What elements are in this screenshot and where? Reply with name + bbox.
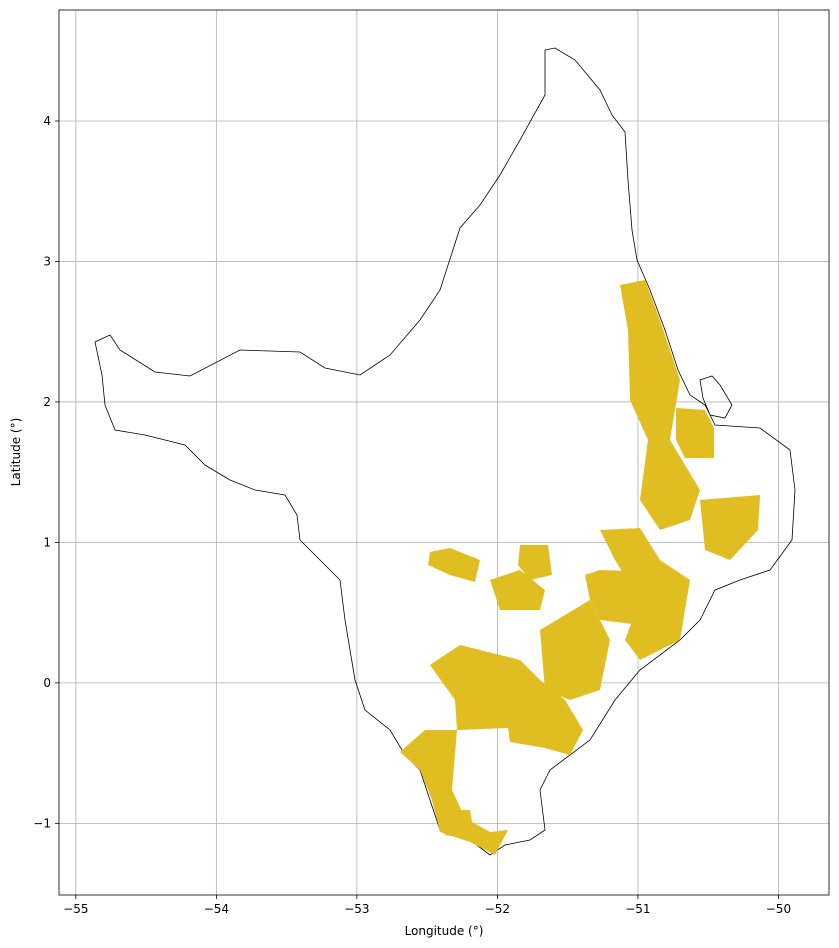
y-tick-label: 0 <box>43 676 51 690</box>
protected-areas <box>400 280 760 855</box>
protected-area <box>540 600 610 700</box>
x-tick-label: −51 <box>625 902 650 916</box>
x-tick-label: −53 <box>344 902 369 916</box>
protected-area <box>440 810 475 840</box>
y-tick-label: 1 <box>43 535 51 549</box>
y-axis-label: Latitude (°) <box>9 418 23 487</box>
protected-area <box>428 548 480 582</box>
protected-area <box>518 545 552 580</box>
protected-area <box>400 730 508 855</box>
y-tick-label: −1 <box>33 816 51 830</box>
x-tick-label: −52 <box>485 902 510 916</box>
protected-area <box>676 408 714 458</box>
protected-area <box>490 570 545 610</box>
x-tick-label: −55 <box>63 902 88 916</box>
plot-frame <box>58 9 830 896</box>
x-tick-label: −54 <box>204 902 229 916</box>
x-axis-label: Longitude (°) <box>405 924 484 938</box>
y-tick-label: 3 <box>43 254 51 268</box>
protected-area <box>430 645 583 755</box>
y-tick-label: 2 <box>43 395 51 409</box>
y-tick-label: 4 <box>43 114 51 128</box>
protected-area <box>700 495 760 560</box>
protected-area <box>600 528 690 660</box>
x-tick-label: −50 <box>766 902 791 916</box>
protected-area <box>620 280 700 530</box>
